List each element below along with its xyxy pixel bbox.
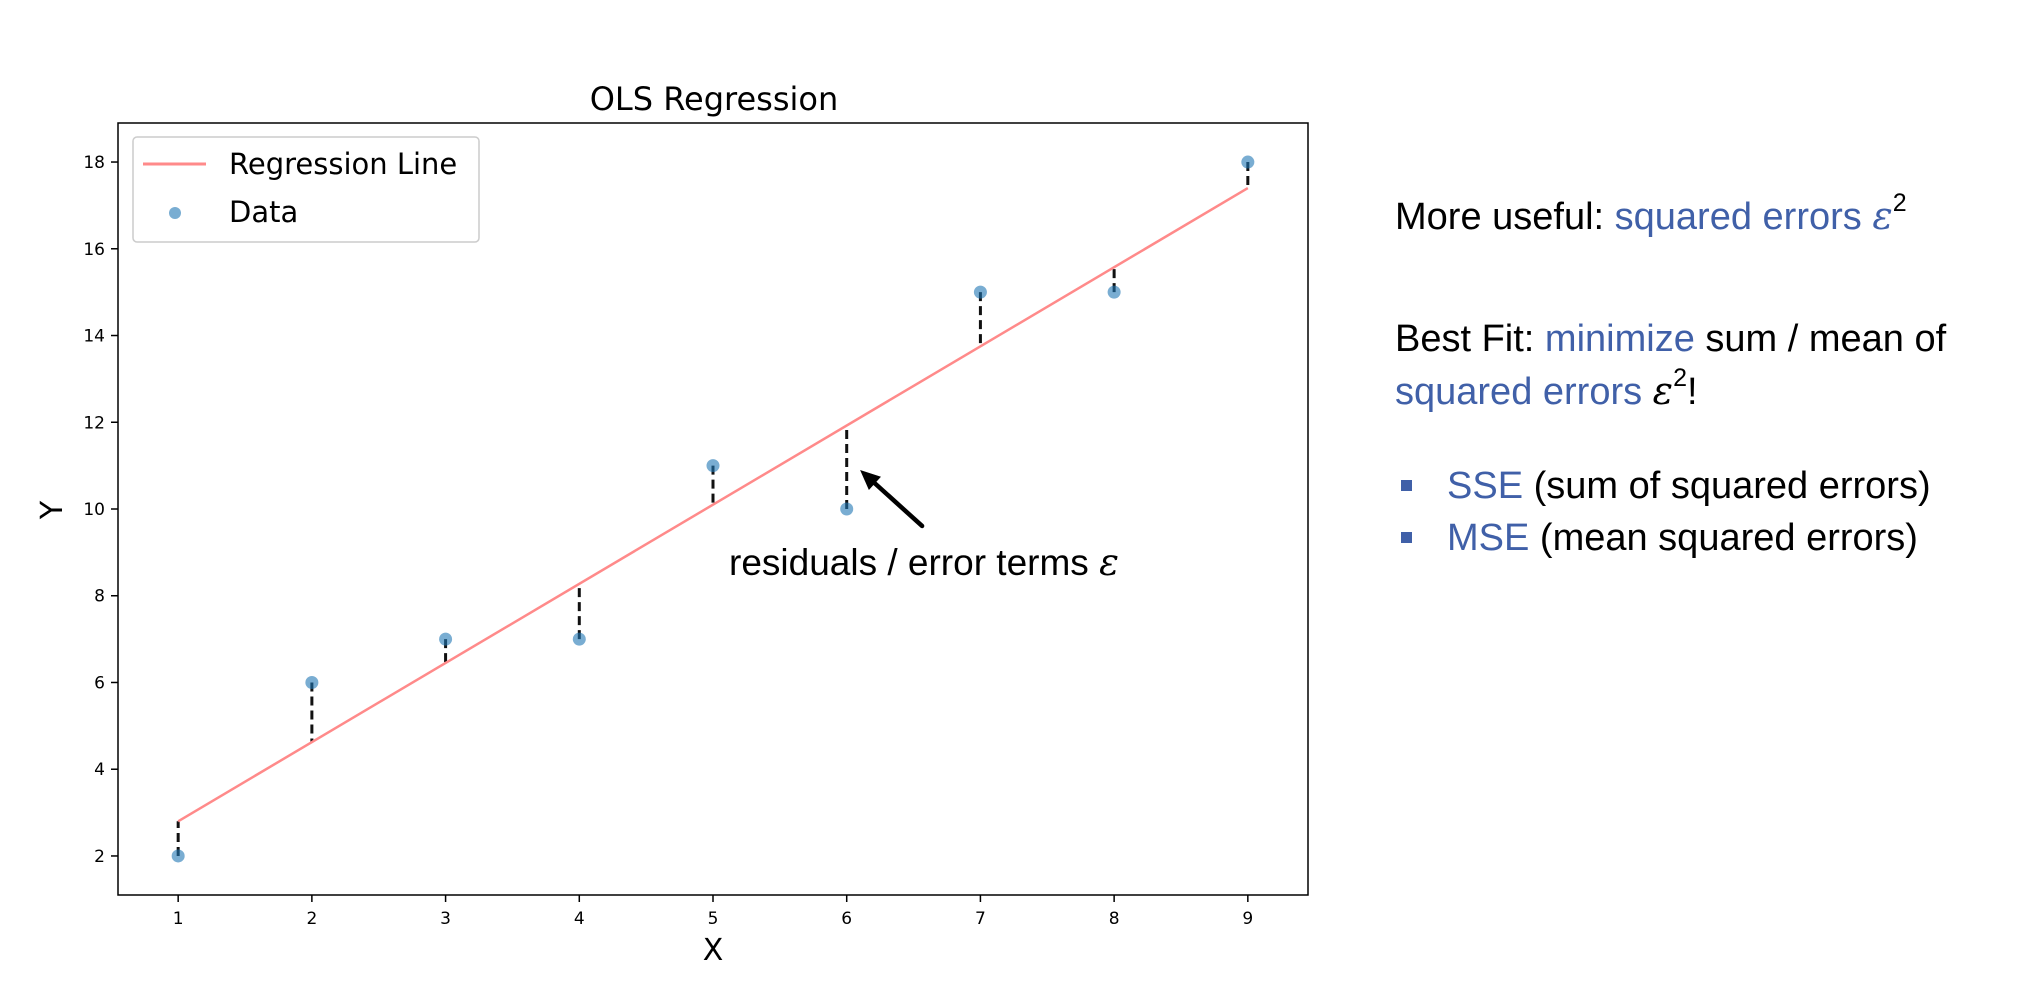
epsilon-symbol: ε [1099, 541, 1119, 584]
metric-list: SSE (sum of squared errors) MSE (mean sq… [1395, 460, 2015, 564]
list-item: SSE (sum of squared errors) [1395, 460, 2015, 512]
x-axis-label: X [703, 933, 724, 968]
side-panel: More useful: squared errors ε2 Best Fit:… [1395, 190, 2015, 564]
bestfit-accent2: squared errors [1395, 371, 1653, 413]
data-point [171, 849, 185, 863]
y-tick-label: 18 [83, 153, 105, 173]
legend-box [132, 136, 480, 243]
x-tick-label: 9 [1242, 909, 1253, 929]
bestfit-end: ! [1686, 371, 1698, 413]
data-points-layer [171, 155, 1255, 863]
metric-abbr: MSE [1447, 517, 1530, 559]
y-tick-label: 4 [94, 760, 105, 780]
y-tick-label: 16 [83, 240, 105, 260]
legend-point-swatch [169, 207, 181, 219]
residual-annotation: residuals / error terms ε [729, 469, 1119, 584]
data-point [1241, 155, 1255, 169]
squared-exponent: 2 [1673, 364, 1687, 393]
data-point [840, 502, 854, 516]
data-point [1107, 285, 1121, 299]
annotation-arrow [872, 481, 925, 529]
annotation-text: residuals / error terms [729, 542, 1099, 583]
useful-prefix: More useful: [1395, 196, 1615, 238]
square-bullet-icon [1401, 532, 1412, 543]
bestfit-accent: minimize [1544, 318, 1695, 360]
y-tick-label: 14 [83, 327, 105, 347]
epsilon-symbol: ε [1872, 194, 1893, 238]
residuals-layer [176, 162, 1250, 856]
bestfit-prefix: Best Fit: [1395, 318, 1545, 360]
squared-exponent: 2 [1892, 189, 1907, 218]
x-ticks: 1 2 3 4 5 6 7 8 9 [173, 895, 1253, 929]
x-tick-label: 7 [975, 909, 986, 929]
y-tick-label: 2 [94, 847, 105, 867]
x-tick-label: 5 [708, 909, 719, 929]
y-axis-label: Y [35, 500, 70, 520]
x-tick-label: 3 [440, 909, 451, 929]
metric-abbr: SSE [1447, 465, 1524, 507]
y-tick-label: 8 [94, 587, 105, 607]
legend: Regression Line Data [132, 136, 480, 243]
annotation-label: residuals / error terms ε [729, 541, 1119, 584]
y-tick-label: 12 [83, 413, 105, 433]
useful-statement: More useful: squared errors ε2 [1395, 190, 2015, 243]
list-item: MSE (mean squared errors) [1395, 512, 2015, 564]
data-point [572, 632, 586, 646]
x-tick-label: 2 [306, 909, 317, 929]
best-fit-statement: Best Fit: minimize sum / mean of squared… [1395, 313, 2015, 418]
metric-desc: (sum of squared errors) [1523, 465, 1931, 507]
regression-line-layer [177, 186, 1249, 823]
square-bullet-icon [1401, 480, 1412, 491]
data-point [973, 285, 987, 299]
legend-label-data: Data [229, 195, 298, 229]
x-tick-label: 4 [574, 909, 585, 929]
data-point [305, 675, 319, 689]
chart-title: OLS Regression [590, 80, 839, 118]
x-tick-label: 6 [841, 909, 852, 929]
useful-accent: squared errors [1614, 196, 1873, 238]
metric-desc: (mean squared errors) [1529, 517, 1918, 559]
arrow-head-icon [860, 469, 881, 491]
legend-label-regression-line: Regression Line [229, 147, 457, 181]
y-ticks: 2 4 6 8 10 12 14 16 18 [83, 153, 118, 867]
y-tick-label: 6 [94, 673, 105, 693]
bestfit-mid: sum / mean of [1694, 318, 1947, 360]
regression-line [177, 186, 1249, 823]
x-tick-label: 1 [173, 909, 184, 929]
x-tick-label: 8 [1109, 909, 1120, 929]
data-point [439, 632, 453, 646]
data-point [706, 459, 720, 473]
epsilon-symbol: ε [1652, 369, 1674, 413]
y-tick-label: 10 [83, 500, 105, 520]
